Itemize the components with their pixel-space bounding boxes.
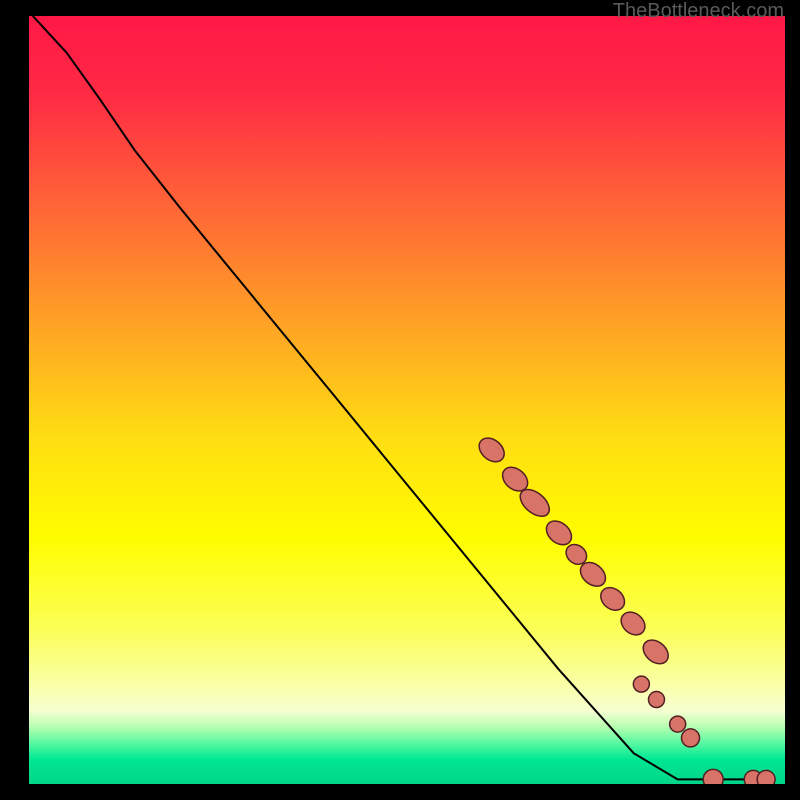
data-circle (670, 716, 686, 732)
data-circle (703, 769, 723, 784)
data-circle (648, 692, 664, 708)
gradient-background (29, 16, 785, 784)
data-circle (682, 729, 700, 747)
chart-svg (29, 16, 785, 784)
watermark-text: TheBottleneck.com (613, 0, 784, 23)
data-circle (757, 770, 775, 784)
bottleneck-chart (29, 16, 785, 784)
data-circle (633, 676, 649, 692)
